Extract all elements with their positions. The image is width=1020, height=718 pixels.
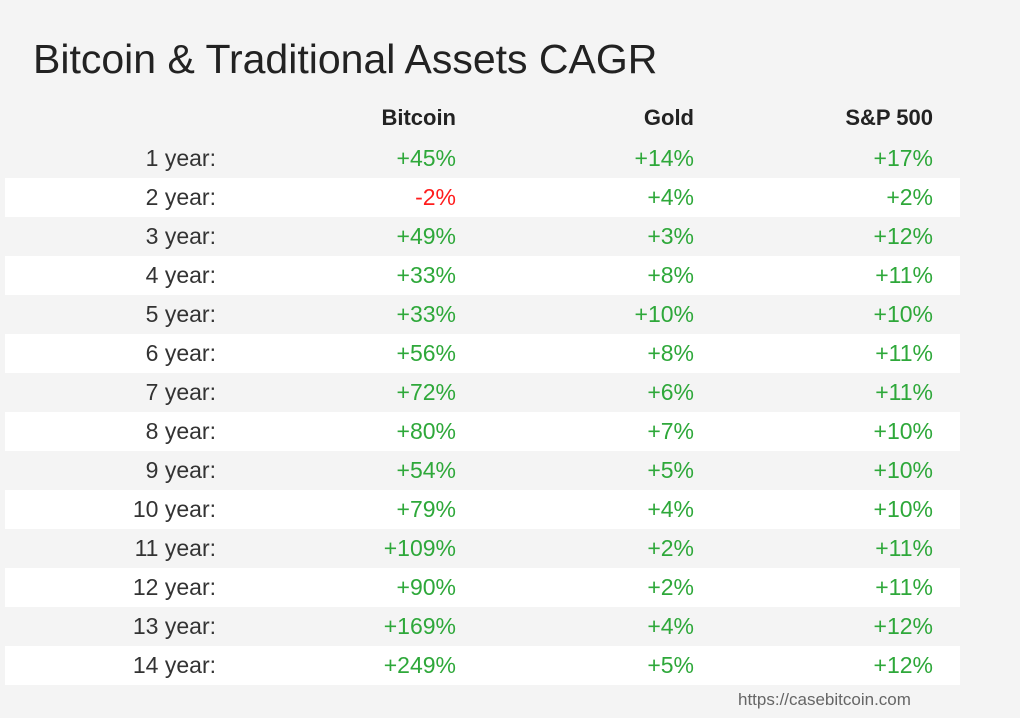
gold-cagr-value: +2% xyxy=(647,535,694,561)
period-label: 11 year: xyxy=(134,535,216,561)
period-label: 13 year: xyxy=(132,613,216,639)
period-label: 12 year: xyxy=(132,574,216,600)
gold-cagr-value: +4% xyxy=(647,496,694,522)
header-gold: Gold xyxy=(643,105,694,130)
period-label: 9 year: xyxy=(145,457,216,483)
page-title: Bitcoin & Traditional Assets CAGR xyxy=(33,36,658,82)
bitcoin-cagr-value: +79% xyxy=(396,496,456,522)
gold-cagr-value: +10% xyxy=(634,301,694,327)
table-row: 6 year: +56% +8% +11% xyxy=(5,334,960,373)
gold-cagr-value: +14% xyxy=(634,145,694,171)
sp500-cagr-value: +10% xyxy=(873,457,933,483)
table-row: 2 year: -2% +4% +2% xyxy=(5,178,960,217)
table-row: 7 year: +72% +6% +11% xyxy=(5,373,960,412)
bitcoin-cagr-value: +72% xyxy=(396,379,456,405)
header-period xyxy=(5,97,216,139)
period-label: 10 year: xyxy=(132,496,216,522)
bitcoin-cagr-value: +249% xyxy=(383,652,456,678)
sp500-cagr-value: +2% xyxy=(886,184,933,210)
table-row: 9 year: +54% +5% +10% xyxy=(5,451,960,490)
bitcoin-cagr-value: +45% xyxy=(396,145,456,171)
bitcoin-cagr-value: +90% xyxy=(396,574,456,600)
bitcoin-cagr-value: +49% xyxy=(396,223,456,249)
table-row: 1 year: +45% +14% +17% xyxy=(5,139,960,178)
bitcoin-cagr-value: -2% xyxy=(415,184,456,210)
gold-cagr-value: +6% xyxy=(647,379,694,405)
table-row: 14 year: +249% +5% +12% xyxy=(5,646,960,685)
header-sp500: S&P 500 xyxy=(845,105,933,130)
table-row: 5 year: +33% +10% +10% xyxy=(5,295,960,334)
gold-cagr-value: +5% xyxy=(647,652,694,678)
table-row: 4 year: +33% +8% +11% xyxy=(5,256,960,295)
sp500-cagr-value: +11% xyxy=(875,535,933,561)
gold-cagr-value: +4% xyxy=(647,184,694,210)
period-label: 8 year: xyxy=(145,418,216,444)
header-bitcoin: Bitcoin xyxy=(381,105,456,130)
table-row: 11 year: +109% +2% +11% xyxy=(5,529,960,568)
period-label: 14 year: xyxy=(132,652,216,678)
period-label: 3 year: xyxy=(145,223,216,249)
period-label: 4 year: xyxy=(145,262,216,288)
bitcoin-cagr-value: +169% xyxy=(383,613,456,639)
gold-cagr-value: +8% xyxy=(647,262,694,288)
period-label: 2 year: xyxy=(145,184,216,210)
sp500-cagr-value: +12% xyxy=(873,223,933,249)
sp500-cagr-value: +12% xyxy=(873,652,933,678)
table-header-row: Bitcoin Gold S&P 500 xyxy=(5,97,960,139)
table-row: 8 year: +80% +7% +10% xyxy=(5,412,960,451)
sp500-cagr-value: +11% xyxy=(875,574,933,600)
table-row: 13 year: +169% +4% +12% xyxy=(5,607,960,646)
period-label: 1 year: xyxy=(145,145,216,171)
period-label: 5 year: xyxy=(145,301,216,327)
gold-cagr-value: +8% xyxy=(647,340,694,366)
sp500-cagr-value: +17% xyxy=(873,145,933,171)
bitcoin-cagr-value: +54% xyxy=(396,457,456,483)
gold-cagr-value: +7% xyxy=(647,418,694,444)
sp500-cagr-value: +10% xyxy=(873,301,933,327)
table-row: 3 year: +49% +3% +12% xyxy=(5,217,960,256)
cagr-table: Bitcoin Gold S&P 500 1 year: +45% +14% +17%… xyxy=(5,97,960,685)
period-label: 6 year: xyxy=(145,340,216,366)
bitcoin-cagr-value: +33% xyxy=(396,301,456,327)
gold-cagr-value: +5% xyxy=(647,457,694,483)
bitcoin-cagr-value: +109% xyxy=(383,535,456,561)
bitcoin-cagr-value: +33% xyxy=(396,262,456,288)
period-label: 7 year: xyxy=(145,379,216,405)
sp500-cagr-value: +11% xyxy=(875,340,933,366)
gold-cagr-value: +2% xyxy=(647,574,694,600)
source-url: https://casebitcoin.com xyxy=(738,690,911,709)
sp500-cagr-value: +10% xyxy=(873,496,933,522)
sp500-cagr-value: +11% xyxy=(875,379,933,405)
gold-cagr-value: +3% xyxy=(647,223,694,249)
gold-cagr-value: +4% xyxy=(647,613,694,639)
bitcoin-cagr-value: +56% xyxy=(396,340,456,366)
sp500-cagr-value: +11% xyxy=(875,262,933,288)
bitcoin-cagr-value: +80% xyxy=(396,418,456,444)
table-row: 12 year: +90% +2% +11% xyxy=(5,568,960,607)
table-row: 10 year: +79% +4% +10% xyxy=(5,490,960,529)
sp500-cagr-value: +10% xyxy=(873,418,933,444)
sp500-cagr-value: +12% xyxy=(873,613,933,639)
